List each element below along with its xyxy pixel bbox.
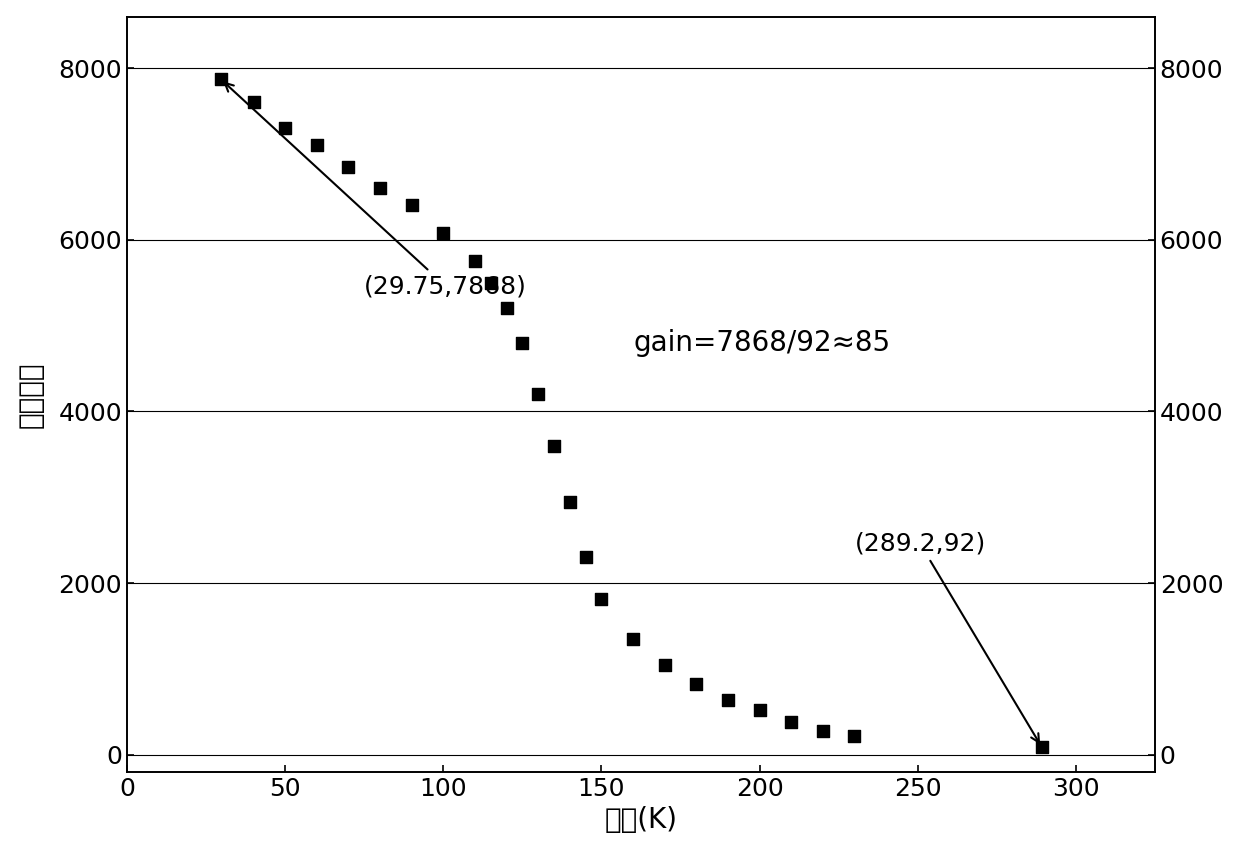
Point	[624, 632, 644, 646]
Point	[512, 336, 532, 350]
Point	[339, 160, 358, 174]
Point	[211, 72, 231, 86]
Point	[844, 729, 864, 743]
Point	[718, 693, 738, 706]
Point	[575, 551, 595, 564]
Point	[655, 658, 675, 671]
Point	[687, 677, 707, 691]
Point	[591, 591, 611, 605]
Text: gain=7868/92≈85: gain=7868/92≈85	[634, 328, 890, 357]
Point	[496, 301, 516, 315]
Point	[813, 724, 833, 738]
Point	[465, 254, 485, 268]
X-axis label: 温度(K): 温度(K)	[604, 807, 677, 834]
Point	[402, 198, 422, 212]
Point	[275, 122, 295, 135]
Point	[306, 139, 326, 152]
Point	[750, 703, 770, 717]
Point	[433, 226, 453, 240]
Point	[544, 439, 564, 453]
Point	[243, 95, 263, 109]
Point	[528, 387, 548, 401]
Point	[481, 276, 501, 289]
Text: (29.75,7868): (29.75,7868)	[224, 83, 527, 298]
Point	[781, 716, 801, 729]
Point	[560, 494, 580, 508]
Y-axis label: 峰位道址: 峰位道址	[16, 361, 45, 427]
Point	[370, 181, 389, 195]
Point	[1032, 740, 1052, 754]
Text: (289.2,92): (289.2,92)	[854, 532, 1039, 742]
